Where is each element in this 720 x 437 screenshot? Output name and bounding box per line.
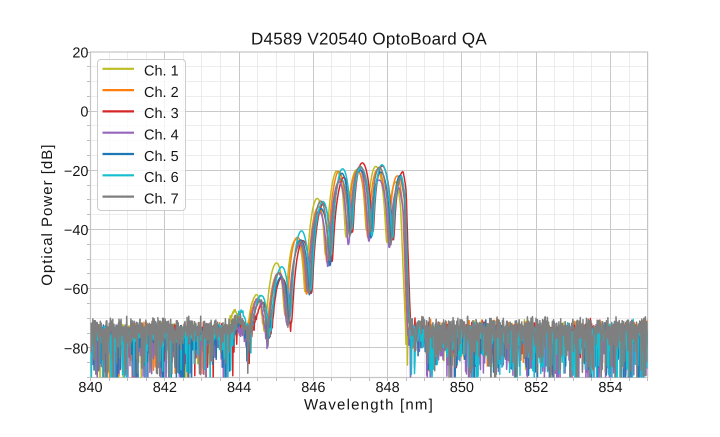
- svg-text:Ch. 7: Ch. 7: [144, 191, 179, 207]
- svg-text:846: 846: [301, 380, 325, 396]
- svg-text:842: 842: [153, 380, 177, 396]
- svg-text:848: 848: [375, 380, 399, 396]
- svg-text:D4589 V20540 OptoBoard QA: D4589 V20540 OptoBoard QA: [251, 29, 487, 48]
- svg-text:−40: −40: [64, 223, 89, 239]
- svg-text:Ch. 6: Ch. 6: [144, 170, 179, 186]
- svg-text:840: 840: [78, 380, 102, 396]
- svg-text:852: 852: [524, 380, 548, 396]
- svg-text:Optical Power [dB]: Optical Power [dB]: [39, 144, 56, 286]
- svg-text:Ch. 5: Ch. 5: [144, 149, 179, 165]
- svg-text:−80: −80: [64, 341, 89, 357]
- svg-text:850: 850: [450, 380, 474, 396]
- svg-text:Ch. 4: Ch. 4: [144, 128, 179, 144]
- svg-text:Ch. 1: Ch. 1: [144, 64, 179, 80]
- svg-text:−60: −60: [64, 282, 89, 298]
- svg-text:844: 844: [227, 380, 251, 396]
- svg-text:−20: −20: [64, 164, 89, 180]
- svg-text:20: 20: [72, 45, 88, 61]
- svg-text:854: 854: [598, 380, 622, 396]
- svg-text:Wavelength [nm]: Wavelength [nm]: [304, 397, 434, 414]
- svg-text:Ch. 2: Ch. 2: [144, 85, 179, 101]
- svg-text:Ch. 3: Ch. 3: [144, 106, 179, 122]
- svg-text:0: 0: [80, 105, 88, 121]
